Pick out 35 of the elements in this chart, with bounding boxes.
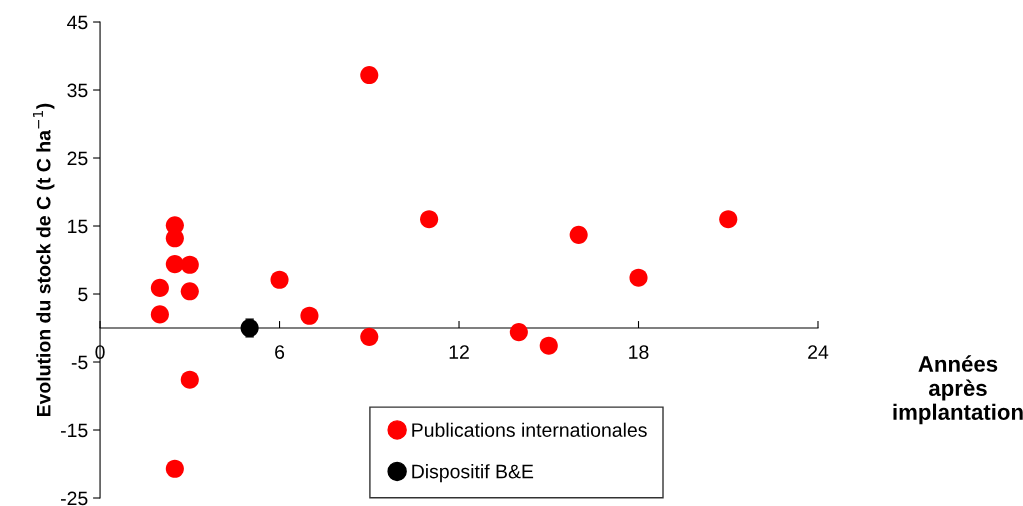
point (180, 255, 199, 274)
point (180, 370, 199, 389)
point (150, 278, 169, 297)
point (719, 210, 738, 229)
y-tick-label: 25 (67, 151, 88, 166)
point (360, 66, 379, 85)
x-tick-label: 6 (275, 345, 285, 359)
point (270, 270, 289, 289)
point (240, 318, 259, 338)
x-axis-title: Années après implantation (893, 355, 1023, 425)
x-tick-label: 24 (808, 345, 829, 359)
y-tick-label: -15 (61, 423, 88, 438)
y-tick-label: 15 (68, 219, 88, 234)
x-tick-label: 18 (629, 345, 649, 359)
legend-label: Dispositif B&E (412, 464, 534, 483)
point (165, 255, 184, 274)
y-tick-label: 5 (78, 287, 88, 302)
y-tick-label: 35 (67, 83, 88, 98)
point (360, 327, 379, 346)
y-axis-title: Evolution du stock de C (t C ha$^{−1}$) (33, 103, 55, 417)
point (300, 306, 319, 325)
y-tick-label: -25 (61, 491, 88, 506)
point (165, 229, 184, 248)
y-tick-label: -5 (71, 355, 88, 370)
point (165, 459, 184, 478)
x-tick-label: 12 (449, 345, 469, 359)
point (539, 336, 558, 355)
legend-label: Publications internationales (412, 422, 647, 437)
point (180, 282, 199, 301)
point (150, 305, 169, 324)
point (629, 268, 648, 287)
point (569, 225, 588, 244)
point (420, 210, 439, 229)
y-tick-label: 45 (67, 15, 88, 30)
point (509, 323, 528, 342)
